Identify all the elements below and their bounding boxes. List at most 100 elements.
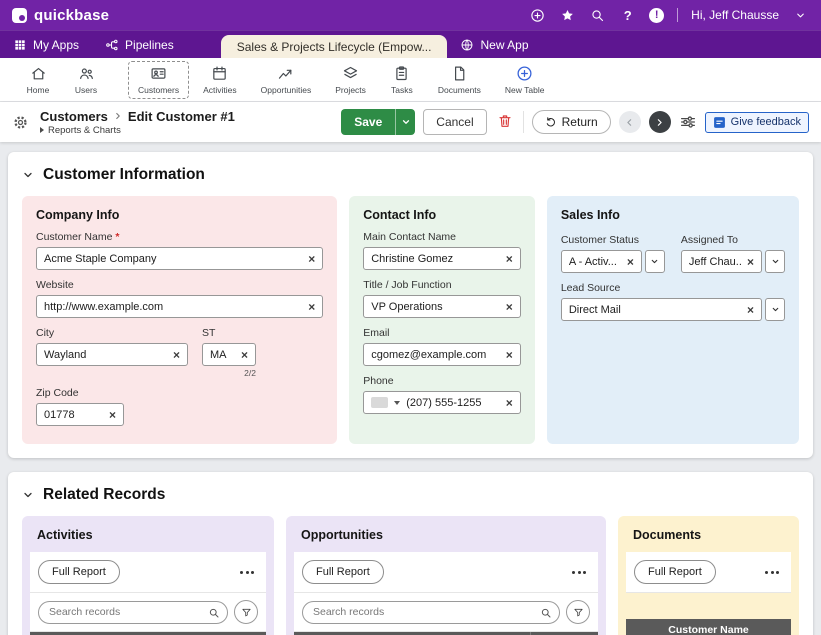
- settings-gear-icon[interactable]: [12, 114, 29, 131]
- country-flag-icon[interactable]: [371, 397, 389, 408]
- clear-field-icon[interactable]: [506, 301, 513, 313]
- arrow-left-icon: [627, 118, 632, 126]
- clear-field-icon[interactable]: [506, 349, 513, 361]
- table-nav-tasks[interactable]: Tasks: [380, 61, 424, 99]
- breadcrumb-customers-link[interactable]: Customers: [40, 108, 108, 124]
- active-app-tab[interactable]: Sales & Projects Lifecycle (Empow...: [220, 35, 448, 58]
- flag-dropdown-caret-icon[interactable]: [394, 400, 401, 405]
- customers-icon: [151, 67, 166, 79]
- clear-field-icon[interactable]: [308, 253, 315, 265]
- clear-field-icon[interactable]: [241, 349, 248, 361]
- zip-code-label: Zip Code: [36, 387, 79, 399]
- save-dropdown-button[interactable]: [395, 109, 416, 135]
- add-new-icon[interactable]: [529, 7, 546, 24]
- column-header[interactable]: Customer Name: [668, 624, 749, 635]
- new-app-button[interactable]: New App: [447, 31, 541, 58]
- job-function-label: Title / Job Function: [363, 279, 452, 291]
- more-options-icon[interactable]: [761, 569, 783, 576]
- search-icon: [540, 606, 552, 618]
- delete-record-button[interactable]: [495, 112, 515, 132]
- more-options-icon[interactable]: [236, 569, 258, 576]
- related-records-collapse[interactable]: Related Records: [22, 486, 799, 504]
- assigned-to-input[interactable]: Jeff Chau...: [680, 250, 762, 273]
- clear-field-icon[interactable]: [109, 409, 116, 421]
- table-nav-activities[interactable]: Activities: [193, 61, 247, 99]
- clear-field-icon[interactable]: [627, 256, 634, 268]
- table-nav-new-table[interactable]: New Table: [495, 61, 555, 99]
- chevron-down-icon: [652, 259, 658, 264]
- website-input[interactable]: http://www.example.com: [36, 295, 324, 318]
- customer-name-input[interactable]: Acme Staple Company: [36, 247, 324, 270]
- opportunities-title: Opportunities: [301, 528, 383, 542]
- table-nav-documents[interactable]: Documents: [428, 61, 491, 99]
- users-icon: [79, 67, 93, 79]
- job-function-input[interactable]: VP Operations: [363, 295, 521, 318]
- return-button[interactable]: Return: [531, 110, 611, 134]
- customer-information-collapse[interactable]: Customer Information: [22, 166, 799, 184]
- tasks-icon: [396, 65, 408, 80]
- more-options-icon[interactable]: [568, 569, 590, 576]
- previous-record-button[interactable]: [618, 111, 641, 133]
- favorites-star-icon[interactable]: [559, 7, 576, 24]
- phone-input[interactable]: (207) 555-1255: [363, 391, 521, 414]
- help-icon[interactable]: [619, 7, 636, 24]
- table-nav-users[interactable]: Users: [64, 61, 108, 99]
- notifications-icon[interactable]: [649, 7, 665, 23]
- char-counter: 2/2: [244, 368, 256, 378]
- activities-table-header: Activity: [30, 632, 266, 635]
- table-nav-opportunities[interactable]: Opportunities: [251, 61, 322, 99]
- activities-search-input[interactable]: [38, 600, 228, 624]
- save-split-button: Save: [341, 109, 416, 135]
- user-greeting[interactable]: Hi, Jeff Chausse: [691, 8, 779, 22]
- email-input[interactable]: cgomez@example.com: [363, 343, 521, 366]
- reports-charts-link[interactable]: Reports & Charts: [40, 125, 235, 136]
- global-header: quickbase Hi, Jeff Chausse: [0, 0, 821, 30]
- quickbase-logo[interactable]: quickbase: [12, 7, 109, 24]
- filter-funnel-icon: [241, 608, 251, 616]
- customer-status-input[interactable]: A - Activ...: [560, 250, 642, 273]
- activities-filter-button[interactable]: [234, 600, 258, 624]
- documents-full-report-button[interactable]: Full Report: [634, 560, 716, 584]
- clear-field-icon[interactable]: [506, 253, 513, 265]
- clear-field-icon[interactable]: [173, 349, 180, 361]
- customer-status-dropdown-button[interactable]: [644, 250, 665, 273]
- state-input[interactable]: MA: [202, 343, 256, 366]
- main-contact-input[interactable]: Christine Gomez: [363, 247, 521, 270]
- form-content: Customer Information Company Info Custom…: [0, 142, 821, 635]
- table-nav-home[interactable]: Home: [16, 61, 60, 99]
- table-nav-projects[interactable]: Projects: [325, 61, 376, 99]
- user-menu-chevron-icon[interactable]: [792, 7, 809, 24]
- activities-full-report-button[interactable]: Full Report: [38, 560, 120, 584]
- pipelines-button[interactable]: Pipelines: [92, 31, 187, 58]
- assigned-to-dropdown-button[interactable]: [765, 250, 785, 273]
- breadcrumb-separator-icon: [113, 111, 123, 121]
- search-icon[interactable]: [589, 7, 606, 24]
- opportunities-filter-button[interactable]: [566, 600, 590, 624]
- filter-funnel-icon: [573, 608, 583, 616]
- table-navigation-bar: Home Users Customers Activities Opportun…: [0, 58, 821, 102]
- column-header-status[interactable]: Status: [530, 632, 598, 635]
- clear-field-icon[interactable]: [747, 256, 754, 268]
- lead-source-input[interactable]: Direct Mail: [560, 298, 762, 321]
- my-apps-button[interactable]: My Apps: [0, 31, 92, 58]
- next-record-button[interactable]: [648, 111, 671, 133]
- lead-source-label: Lead Source: [560, 282, 621, 294]
- new-table-plus-icon: [517, 65, 532, 81]
- trash-icon: [499, 114, 511, 127]
- give-feedback-button[interactable]: Give feedback: [704, 111, 809, 133]
- clear-field-icon[interactable]: [308, 301, 315, 313]
- zip-code-input[interactable]: 01778: [36, 403, 124, 426]
- clear-field-icon[interactable]: [747, 304, 754, 316]
- expand-triangle-icon: [40, 127, 44, 133]
- display-settings-icon[interactable]: [679, 113, 697, 131]
- clear-field-icon[interactable]: [506, 397, 513, 409]
- cancel-button[interactable]: Cancel: [423, 109, 487, 135]
- section-title: Customer Information: [43, 166, 205, 183]
- city-input[interactable]: Wayland: [36, 343, 188, 366]
- lead-source-dropdown-button[interactable]: [765, 298, 785, 321]
- save-button[interactable]: Save: [341, 109, 396, 135]
- opportunities-full-report-button[interactable]: Full Report: [302, 560, 384, 584]
- opportunities-search-input[interactable]: [302, 600, 560, 624]
- table-nav-customers[interactable]: Customers: [128, 60, 190, 99]
